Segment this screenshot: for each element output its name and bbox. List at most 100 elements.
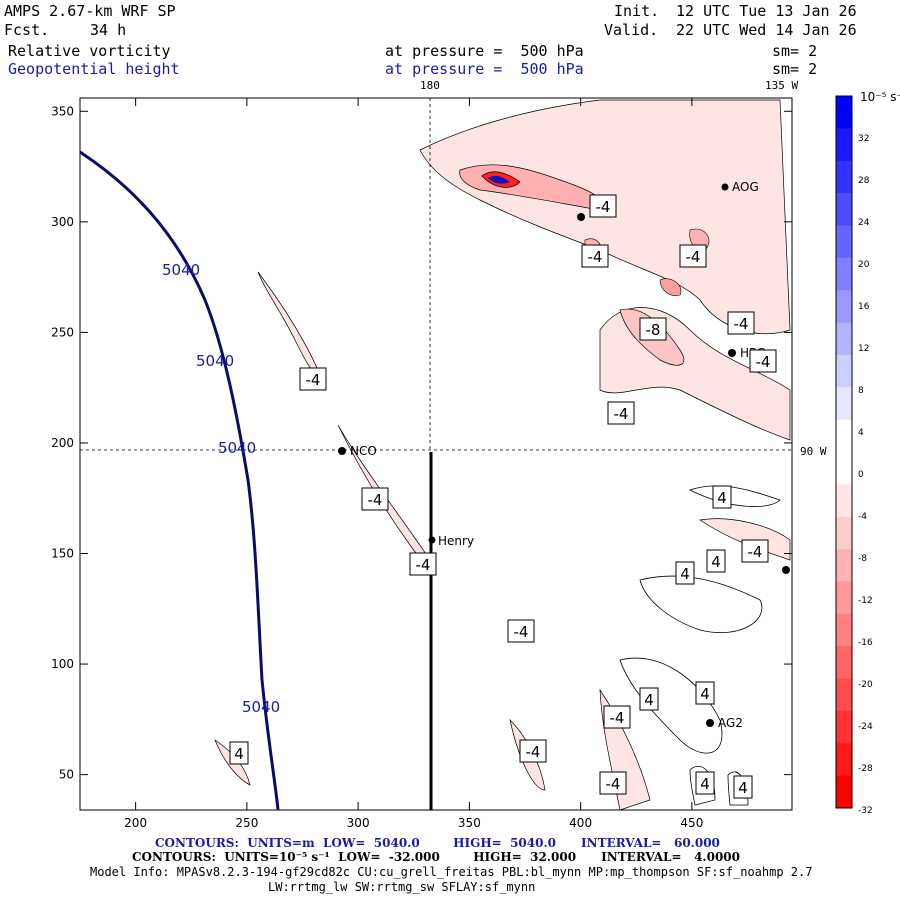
field2-pressure: at pressure = 500 hPa — [385, 60, 584, 78]
footer-model-info: Model Info: MPASv8.2.3-194-gf29cd82c CU:… — [90, 865, 813, 879]
vorticity-label: -4 — [756, 353, 771, 371]
valid-value: 22 UTC Wed 14 Jan 26 — [676, 21, 857, 39]
colorbar-swatch — [836, 160, 852, 194]
y-tick-label: 250 — [51, 325, 74, 339]
station-aog-marker — [721, 183, 729, 191]
vorticity-label-box — [581, 244, 609, 268]
vorticity-label-box — [741, 539, 769, 563]
colorbar-swatch — [836, 775, 852, 809]
colorbar-frame — [835, 95, 853, 809]
vorticity-label: -4 — [734, 315, 749, 333]
colorbar-swatch — [836, 419, 852, 453]
vorticity-label-box — [695, 681, 715, 705]
vort-blob-2 — [659, 278, 682, 296]
x-tick-label: 250 — [235, 816, 258, 830]
vorticity-label-box — [679, 244, 707, 268]
vorticity-label-box — [603, 705, 631, 729]
vorticity-label: -4 — [368, 491, 383, 509]
y-tick-label: 50 — [59, 768, 74, 782]
x-tick-label: 450 — [680, 816, 703, 830]
colorbar-swatch — [836, 484, 852, 518]
vorticity-label: -4 — [686, 248, 701, 266]
height-contour-labels: 5040 5040 5040 5040 — [162, 261, 280, 716]
axes: 200 250 300 350 400 450 50 100 150 200 250 300 350 — [51, 98, 792, 830]
colorbar-tick-label: -20 — [858, 680, 873, 690]
station-ag2-marker — [706, 719, 714, 727]
vorticity-label: -4 — [610, 709, 625, 727]
colorbar-tick-label: 28 — [858, 176, 870, 186]
footer-vorticity-contours: CONTOURS: UNITS=10⁻⁵ s⁻¹ LOW= -32.000 HI… — [132, 850, 740, 864]
footer-model-info-2: LW:rrtmg_lw SW:rrtmg_sw SFLAY:sf_mynn — [268, 880, 536, 894]
colorbar-tick-label: -32 — [858, 806, 873, 816]
y-tick-label: 100 — [51, 657, 74, 671]
x-tick-label: 400 — [569, 816, 592, 830]
init-label: Init. — [614, 2, 660, 20]
vorticity-label: -4 — [596, 198, 611, 216]
colorbar-tick-label: 24 — [858, 218, 870, 228]
station-nco-marker — [338, 447, 346, 455]
vorticity-label-box — [733, 775, 753, 799]
colorbar-swatch — [836, 322, 852, 356]
x-tick-label: 300 — [347, 816, 370, 830]
vorticity-label-box — [519, 739, 547, 763]
vorticity-label: -4 — [514, 623, 529, 641]
vorticity-label: 4 — [680, 565, 690, 583]
colorbar-swatch — [836, 549, 852, 582]
colorbar-swatch — [836, 225, 852, 259]
y-tick-label: 350 — [51, 104, 74, 118]
vorticity-labels: -4 -4 -4 -4 -4 -4 -4 -4 -4 -4 -4 -8 -4 -4 -4 4 4 4 4 4 4 4 4 — [229, 194, 777, 799]
y-tick-label: 300 — [51, 215, 74, 229]
vorticity-label-box — [507, 619, 535, 643]
field2-name: Geopotential height — [8, 60, 180, 78]
vorticity-label-box — [409, 552, 437, 576]
colorbar-tick-label: 0 — [858, 470, 864, 480]
vorticity-label-box — [675, 561, 695, 585]
lon-135w-label: 135 W — [765, 79, 799, 92]
y-tick-label: 200 — [51, 436, 74, 450]
colorbar-tick-label: -28 — [858, 764, 873, 774]
station-markers: NCO Henry AG2 HRC AOG — [338, 180, 790, 730]
station-henry-label: Henry — [438, 534, 474, 548]
colorbar-swatch — [836, 646, 852, 680]
vorticity-label: -4 — [588, 248, 603, 266]
vorticity-label: -4 — [526, 743, 541, 761]
vorticity-label: -4 — [606, 775, 621, 793]
vorticity-label: 4 — [700, 775, 710, 793]
fcst-value: 34 h — [90, 21, 127, 39]
vorticity-label: 4 — [700, 685, 710, 703]
model-title: AMPS 2.67-km WRF SP — [4, 2, 176, 20]
colorbar-swatch — [836, 452, 852, 485]
colorbar-swatch — [836, 354, 852, 388]
colorbar-tick-label: 12 — [858, 344, 869, 354]
x-tick-label: 200 — [124, 816, 147, 830]
vorticity-label-box — [639, 317, 667, 341]
field1-pressure: at pressure = 500 hPa — [385, 42, 584, 60]
vorticity-label-box — [712, 485, 732, 509]
colorbar-swatch — [836, 257, 852, 291]
colorbar-tick-label: 20 — [858, 260, 870, 270]
field2-smoothing: sm= 2 — [772, 60, 818, 78]
y-tick-label: 150 — [51, 547, 74, 561]
station-ag2-label: AG2 — [718, 716, 743, 730]
pos-vort-contour-4 — [689, 765, 716, 806]
vorticity-label-box — [607, 401, 635, 425]
colorbar-tick-label: 32 — [858, 134, 869, 144]
vorticity-label: 4 — [738, 779, 748, 797]
lon-180-label: 180 — [420, 79, 440, 92]
vorticity-label: -4 — [416, 556, 431, 574]
colorbar-swatch — [836, 581, 852, 615]
vort-area-min — [488, 175, 510, 184]
colorbar-units: 10⁻⁵ s⁻¹ — [860, 90, 900, 104]
vorticity-label-box — [727, 311, 755, 335]
field1-name: Relative vorticity — [8, 42, 171, 60]
vorticity-label: -4 — [306, 371, 321, 389]
colorbar: 10⁻⁵ s⁻¹ 32 28 24 20 16 12 8 4 0 -4 -8 -12 -16 -20 -24 -… — [835, 90, 900, 816]
station-aog-label: AOG — [732, 180, 759, 194]
fcst-label: Fcst. — [4, 21, 50, 39]
colorbar-tick-label: -24 — [858, 722, 873, 732]
vorticity-label-box — [695, 771, 715, 795]
colorbar-tick-label: 16 — [858, 302, 870, 312]
vorticity-label: 4 — [717, 489, 727, 507]
vorticity-label: -4 — [748, 543, 763, 561]
height-label: 5040 — [196, 352, 234, 370]
